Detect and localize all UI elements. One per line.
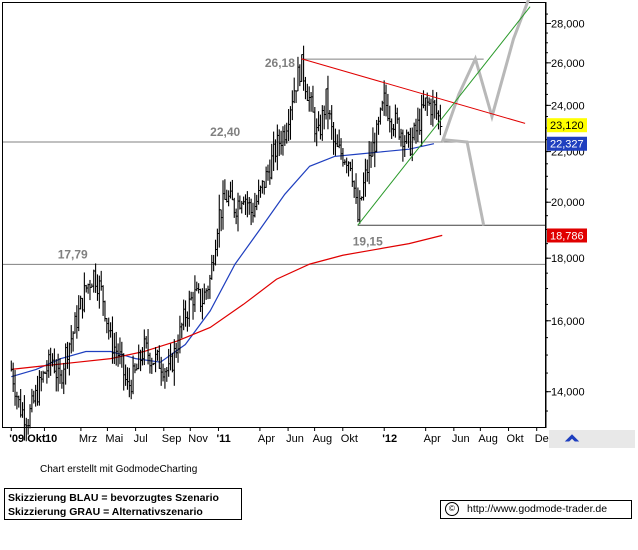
moving-average-line: [11, 143, 435, 378]
y-axis: 14,00016,00018,00020,00022,00024,00026,0…: [546, 13, 585, 412]
x-tick-label: Okt: [507, 433, 524, 445]
website-link[interactable]: © http://www.godmode-trader.de: [440, 500, 632, 519]
x-tick-label: '10: [42, 433, 57, 445]
legend-blue: Skizzierung BLAU = bevorzugtes Szenario: [8, 492, 219, 504]
moving-averages: [11, 143, 443, 378]
scenario-path: [442, 138, 486, 226]
x-tick-label: Apr: [424, 433, 441, 445]
price-badge: [547, 136, 587, 151]
x-tick-label: '12: [382, 433, 397, 445]
chart-tool-icon[interactable]: [549, 430, 635, 448]
x-tick-label: '11: [216, 433, 230, 445]
scenario-path: [440, 0, 530, 143]
x-tick-label: Jun: [452, 433, 470, 445]
y-tick-label: 14,000: [551, 387, 585, 399]
trendlines: [301, 6, 531, 226]
trendline: [301, 58, 526, 124]
x-tick-label: Sep: [162, 433, 182, 445]
y-tick-label: 26,000: [551, 58, 585, 70]
y-tick-label: 18,000: [551, 253, 585, 265]
x-tick-label: Jun: [286, 433, 304, 445]
y-tick-label: 24,000: [551, 100, 585, 112]
price-annotation: 17,79: [58, 247, 88, 261]
price-badges: 23,120 22,327 18,786: [547, 118, 587, 243]
x-tick-label: Aug: [313, 433, 333, 445]
price-badge-label: 22,327: [550, 139, 584, 151]
x-tick-label: Aug: [478, 433, 498, 445]
y-tick-label: 20,000: [551, 197, 585, 209]
x-tick-label: Apr: [258, 433, 275, 445]
price-annotation: 19,15: [353, 234, 383, 248]
price-badge-label: 18,786: [550, 230, 584, 242]
x-tick-label: Jul: [134, 433, 148, 445]
x-tick-label: Mrz: [79, 433, 97, 445]
price-annotation: 26,18: [265, 56, 295, 70]
price-badge: [547, 118, 587, 133]
y-tick-label: 16,000: [551, 316, 585, 328]
scenario-legend: Skizzierung BLAU = bevorzugtes Szenario …: [4, 488, 242, 520]
x-tick-label: '09 Okt: [9, 433, 46, 445]
x-tick-label: Okt: [341, 433, 358, 445]
website-url[interactable]: http://www.godmode-trader.de: [467, 503, 608, 515]
price-badge: [547, 228, 587, 243]
price-annotation: 22,40: [210, 125, 240, 139]
copyright-icon: ©: [445, 502, 459, 517]
price-bars: [10, 45, 443, 442]
chart-credit: Chart erstellt mit GodmodeCharting: [40, 464, 198, 475]
trendline: [357, 6, 531, 226]
price-badge-label: 23,120: [550, 120, 584, 132]
scenario-sketch: [440, 0, 530, 226]
x-axis: '09 Okt'10 Mrz Mai Jul Sep Nov '11 Apr Jun Aug Okt…: [9, 427, 554, 445]
x-tick-label: Mai: [105, 433, 123, 445]
x-tick-label: Nov: [188, 433, 208, 445]
moving-average-line: [11, 234, 443, 371]
price-annotations: 26,18 22,40 17,79 19,15: [58, 56, 383, 261]
legend-grey: Skizzierung GRAU = Alternativszenario: [8, 506, 203, 518]
y-tick-label: 28,000: [551, 18, 585, 30]
plot-background: [2, 2, 546, 426]
